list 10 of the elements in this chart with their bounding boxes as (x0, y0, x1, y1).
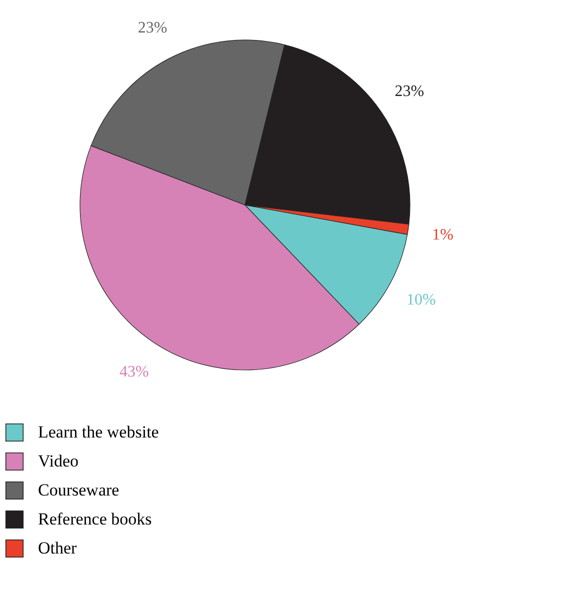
legend-label: Courseware (38, 480, 120, 500)
legend-label: Video (38, 452, 79, 470)
legend-label: Learn the website (38, 422, 159, 442)
data-label: 1% (432, 226, 454, 244)
data-label: 10% (406, 292, 436, 309)
data-label: 43% (119, 363, 149, 380)
data-label: 23% (394, 83, 424, 100)
legend-label: Reference books (38, 510, 152, 528)
data-label: 23% (138, 20, 168, 37)
legend-label: Other (38, 538, 78, 558)
